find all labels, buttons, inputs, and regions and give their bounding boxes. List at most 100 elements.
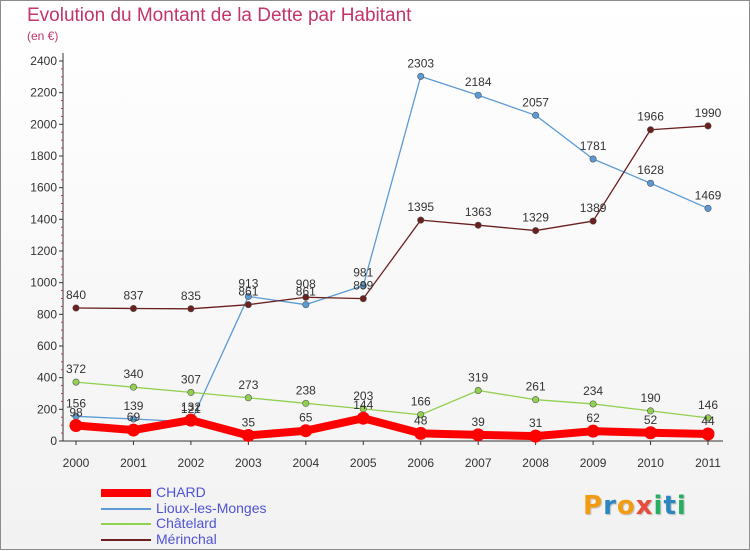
data-label: 319	[468, 370, 488, 384]
data-label: 52	[644, 413, 658, 427]
chart-subtitle: (en €)	[27, 29, 59, 43]
data-point	[187, 305, 195, 313]
data-point	[589, 400, 597, 408]
chart-title: Evolution du Montant de la Dette par Hab…	[27, 5, 412, 26]
x-tick-label: 2010	[637, 456, 664, 470]
data-label: 203	[353, 389, 373, 403]
data-point	[244, 394, 252, 402]
data-point	[302, 399, 310, 407]
data-point	[126, 423, 140, 437]
data-label: 139	[123, 399, 143, 413]
data-point	[244, 292, 252, 300]
data-label: 261	[526, 380, 546, 394]
legend-label: Lioux-les-Monges	[156, 499, 267, 516]
data-label: 835	[181, 289, 201, 303]
y-tick-label: 0	[50, 434, 57, 448]
y-tick-label: 1400	[30, 212, 57, 226]
y-tick-label: 2400	[30, 54, 57, 68]
data-point	[244, 301, 252, 309]
data-label: 908	[296, 277, 316, 291]
data-point	[589, 155, 597, 163]
data-point	[302, 301, 310, 309]
legend-label: Mérinchal	[156, 530, 217, 547]
x-tick-label: 2008	[522, 456, 549, 470]
data-point	[474, 386, 482, 394]
data-label: 48	[414, 413, 428, 427]
legend-swatch	[101, 489, 151, 497]
data-label: 65	[299, 411, 313, 425]
data-point	[647, 407, 655, 415]
data-point	[241, 428, 255, 442]
data-label: 861	[296, 285, 316, 299]
legend-swatch	[101, 538, 151, 541]
data-point	[356, 411, 370, 425]
series-line-m-rinchal	[75, 125, 709, 310]
x-tick-label: 2001	[120, 456, 147, 470]
data-label: 144	[353, 398, 373, 412]
data-label: 44	[701, 414, 715, 428]
y-tick-label: 2200	[30, 86, 57, 100]
data-label: 899	[353, 279, 373, 293]
data-point	[302, 293, 310, 301]
y-tick-label: 2000	[30, 117, 57, 131]
data-label: 1990	[695, 106, 722, 120]
data-label: 1469	[695, 188, 722, 202]
legend-label: CHARD	[156, 484, 206, 500]
data-label: 39	[472, 415, 486, 429]
data-point	[647, 179, 655, 187]
data-point	[417, 411, 425, 419]
data-point	[359, 282, 367, 290]
x-tick-label: 2011	[695, 456, 721, 470]
x-tick-label: 2009	[580, 456, 607, 470]
series-line-lioux-les-monges	[75, 75, 709, 423]
data-label: 69	[127, 410, 141, 424]
data-label: 2057	[522, 95, 549, 109]
data-label: 31	[529, 416, 543, 430]
y-tick-label: 400	[37, 371, 57, 385]
y-tick-label: 1600	[30, 181, 57, 195]
x-tick-label: 2004	[292, 456, 319, 470]
y-tick-label: 1200	[30, 244, 57, 258]
data-point	[69, 418, 83, 432]
y-tick-label: 1800	[30, 149, 57, 163]
data-point	[474, 91, 482, 99]
y-tick-label: 200	[37, 402, 57, 416]
data-label: 1363	[465, 205, 492, 219]
data-label: 190	[641, 391, 661, 405]
x-tick-label: 2003	[235, 456, 262, 470]
legend-swatch	[101, 507, 151, 510]
data-label: 840	[66, 288, 86, 302]
data-point	[644, 426, 658, 440]
logo-letter: x	[635, 491, 654, 521]
legend-swatch	[101, 523, 151, 525]
data-label: 273	[238, 378, 258, 392]
data-point	[701, 427, 715, 441]
data-label: 1389	[580, 201, 607, 215]
y-tick-label: 800	[37, 307, 57, 321]
data-label: 2184	[465, 75, 492, 89]
data-point	[72, 304, 80, 312]
data-point	[129, 304, 137, 312]
data-point	[704, 204, 712, 212]
data-label: 913	[238, 276, 258, 290]
data-label: 35	[242, 415, 256, 429]
data-point	[532, 227, 540, 235]
data-label: 1966	[637, 110, 664, 124]
y-tick-label: 600	[37, 339, 57, 353]
data-label: 372	[66, 362, 86, 376]
legend-label: Châtelard	[156, 515, 217, 531]
data-point	[187, 388, 195, 396]
data-point	[417, 216, 425, 224]
data-point	[414, 426, 428, 440]
x-tick-label: 2007	[465, 456, 492, 470]
data-label: 234	[583, 384, 603, 398]
logo-letter: r	[603, 491, 617, 521]
data-point	[129, 415, 137, 423]
x-tick-label: 2006	[407, 456, 434, 470]
data-label: 1395	[407, 200, 434, 214]
logo-letter: P	[583, 491, 604, 521]
x-tick-label: 2002	[178, 456, 205, 470]
data-point	[589, 217, 597, 225]
proxiti-logo: Proxiti	[583, 491, 687, 521]
